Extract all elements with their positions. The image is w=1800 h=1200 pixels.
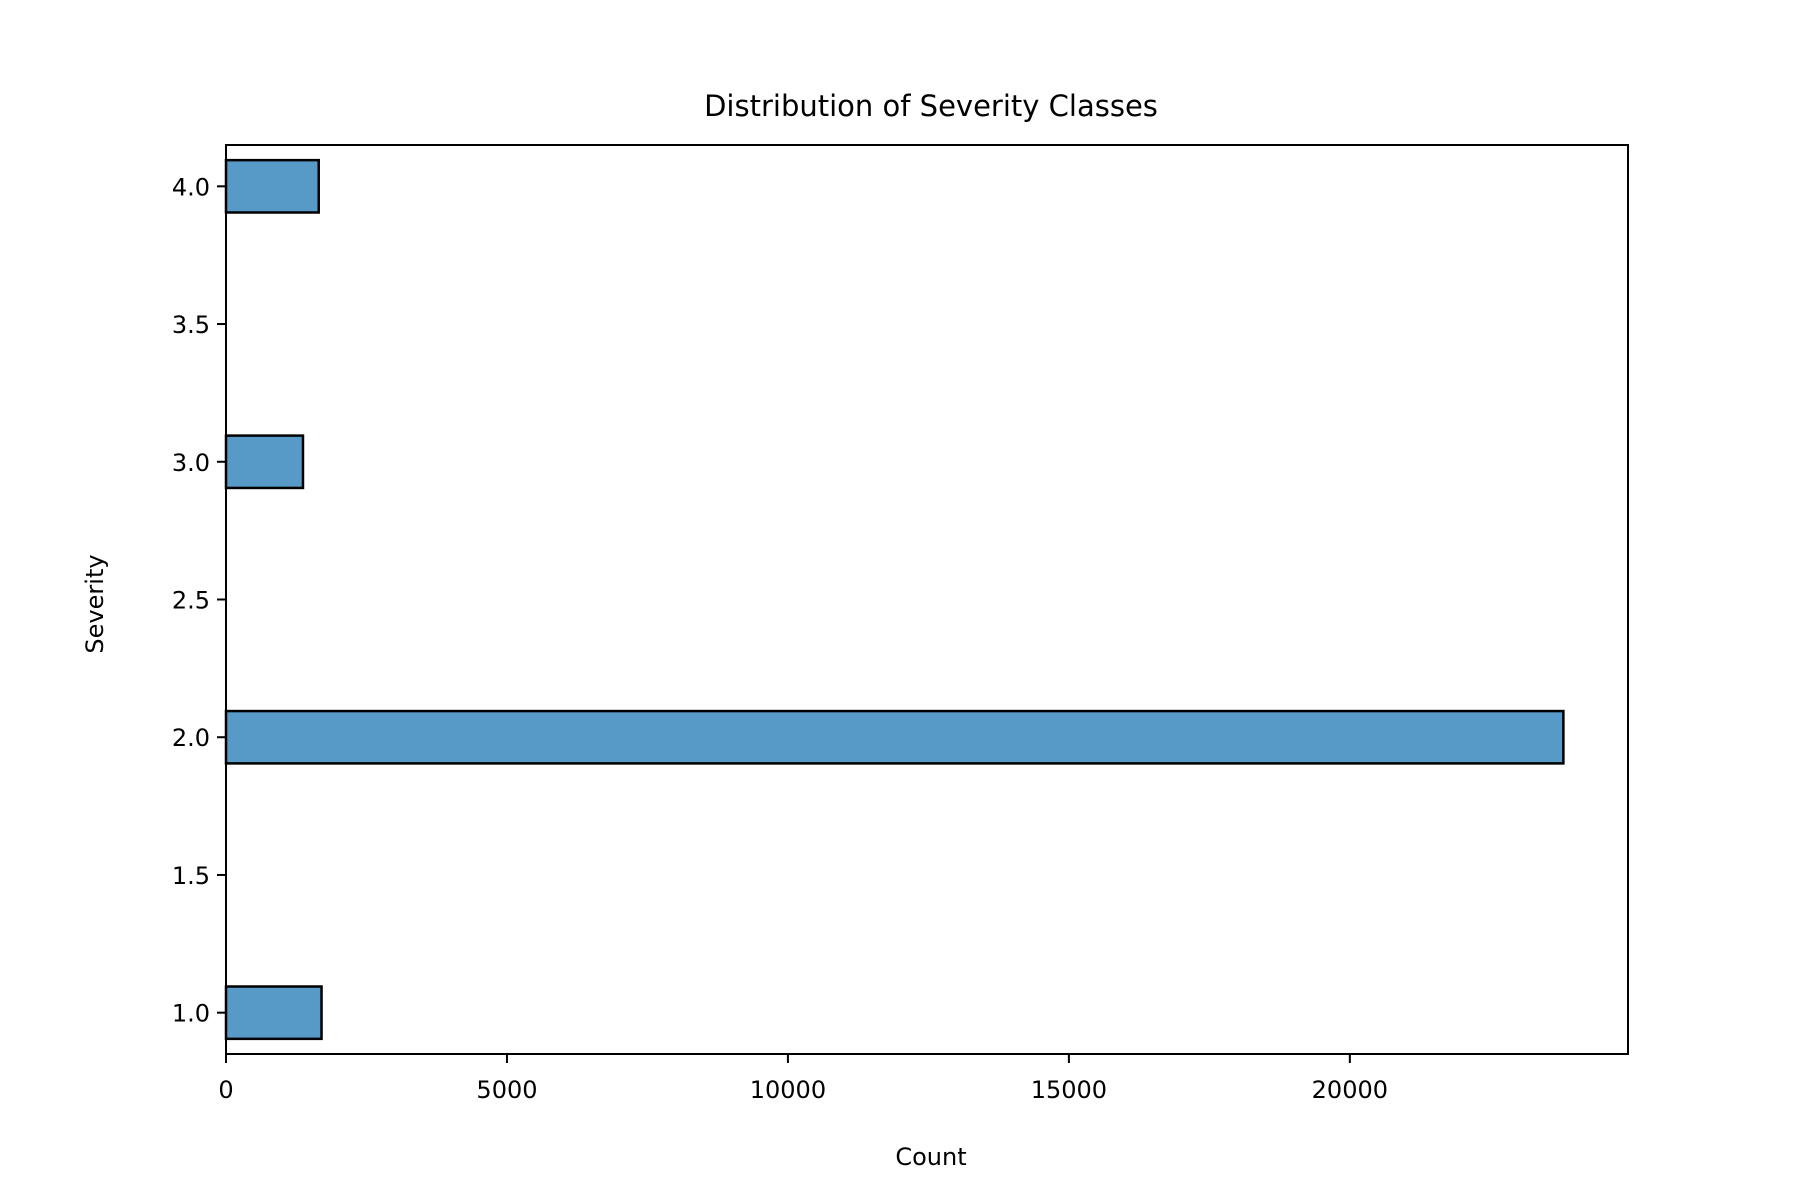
x-tick-label: 15000 [1031, 1076, 1107, 1104]
y-tick-label: 1.5 [172, 862, 210, 890]
bar-severity-2 [224, 709, 1565, 765]
y-tick-label: 4.0 [172, 173, 210, 201]
y-axis-ticks: 1.0 1.5 2.0 2.5 3.0 3.5 4.0 [172, 173, 226, 1028]
y-tick-label: 2.5 [172, 587, 210, 615]
x-tick-label: 0 [218, 1076, 233, 1104]
y-tick-label: 1.0 [172, 1000, 210, 1028]
y-tick-label: 2.0 [172, 724, 210, 752]
plot-area: 0 5000 10000 15000 20000 1.0 1.5 2.0 2.5 3.0 3.5 4… [172, 144, 1629, 1104]
x-tick-label: 20000 [1312, 1076, 1388, 1104]
bar-severity-3 [224, 434, 305, 490]
y-axis-label: Severity [81, 554, 109, 653]
x-tick-label: 10000 [750, 1076, 826, 1104]
bar-severity-4 [224, 158, 320, 214]
chart-title: Distribution of Severity Classes [704, 89, 1158, 123]
bar-severity-1 [224, 985, 323, 1041]
y-tick-label: 3.0 [172, 449, 210, 477]
x-tick-label: 5000 [476, 1076, 537, 1104]
bars-group [224, 158, 1565, 1041]
x-axis-label: Count [895, 1143, 966, 1171]
axes-frame [225, 144, 1629, 1055]
x-axis-ticks: 0 5000 10000 15000 20000 [218, 1054, 1388, 1104]
y-tick-label: 3.5 [172, 311, 210, 339]
